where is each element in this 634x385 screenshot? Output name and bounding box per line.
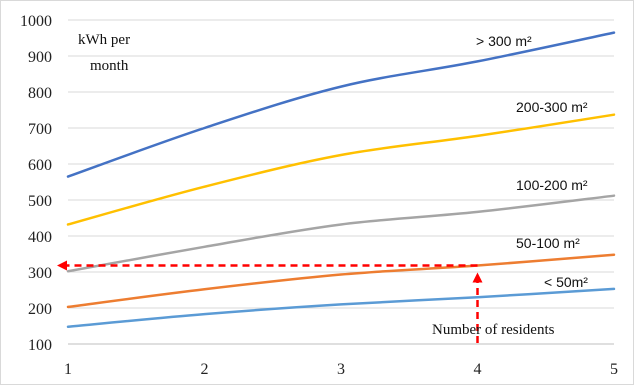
dashed-annotation bbox=[57, 260, 483, 343]
series-lines bbox=[66, 31, 616, 328]
x-tick-label-4: 4 bbox=[474, 361, 482, 378]
series-label-2: 100-200 m² bbox=[516, 177, 588, 193]
series-line-2 bbox=[66, 194, 616, 273]
y-tick-label-500: 500 bbox=[28, 193, 52, 210]
x-axis-label: Number of residents bbox=[432, 322, 555, 338]
x-tick-label-5: 5 bbox=[610, 361, 618, 378]
y-axis-label-line-1: kWh per bbox=[78, 32, 130, 48]
x-axis-ticks: 1 2 3 4 5 bbox=[64, 361, 618, 378]
x-tick-label-1: 1 bbox=[64, 361, 72, 378]
series-line-4 bbox=[66, 287, 616, 328]
y-tick-label-200: 200 bbox=[28, 301, 52, 318]
x-tick-label-2: 2 bbox=[201, 361, 209, 378]
series-label-3: 50-100 m² bbox=[516, 235, 580, 251]
y-tick-label-900: 900 bbox=[28, 49, 52, 66]
y-tick-label-600: 600 bbox=[28, 157, 52, 174]
series-label-0: > 300 m² bbox=[476, 33, 532, 49]
y-axis-ticks: 100 200 300 400 500 600 700 800 900 1000 bbox=[20, 13, 52, 354]
y-tick-label-100: 100 bbox=[28, 337, 52, 354]
y-tick-label-300: 300 bbox=[28, 265, 52, 282]
series-label-1: 200-300 m² bbox=[516, 99, 588, 115]
series-line-0 bbox=[66, 31, 616, 178]
y-tick-label-400: 400 bbox=[28, 229, 52, 246]
y-axis-label-line-2: month bbox=[90, 58, 129, 74]
y-tick-label-800: 800 bbox=[28, 85, 52, 102]
x-tick-label-3: 3 bbox=[337, 361, 345, 378]
series-line-1 bbox=[66, 113, 616, 226]
series-line-3 bbox=[66, 253, 616, 309]
series-label-4: < 50m² bbox=[544, 274, 588, 290]
y-tick-label-700: 700 bbox=[28, 121, 52, 138]
series-labels: > 300 m² 200-300 m² 100-200 m² 50-100 m² < 5… bbox=[476, 33, 588, 290]
y-tick-label-1000: 1000 bbox=[20, 13, 52, 30]
